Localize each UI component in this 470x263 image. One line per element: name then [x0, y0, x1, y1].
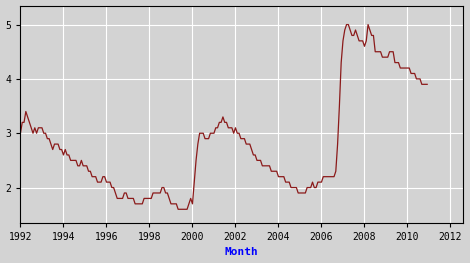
X-axis label: Month: Month	[225, 247, 258, 257]
